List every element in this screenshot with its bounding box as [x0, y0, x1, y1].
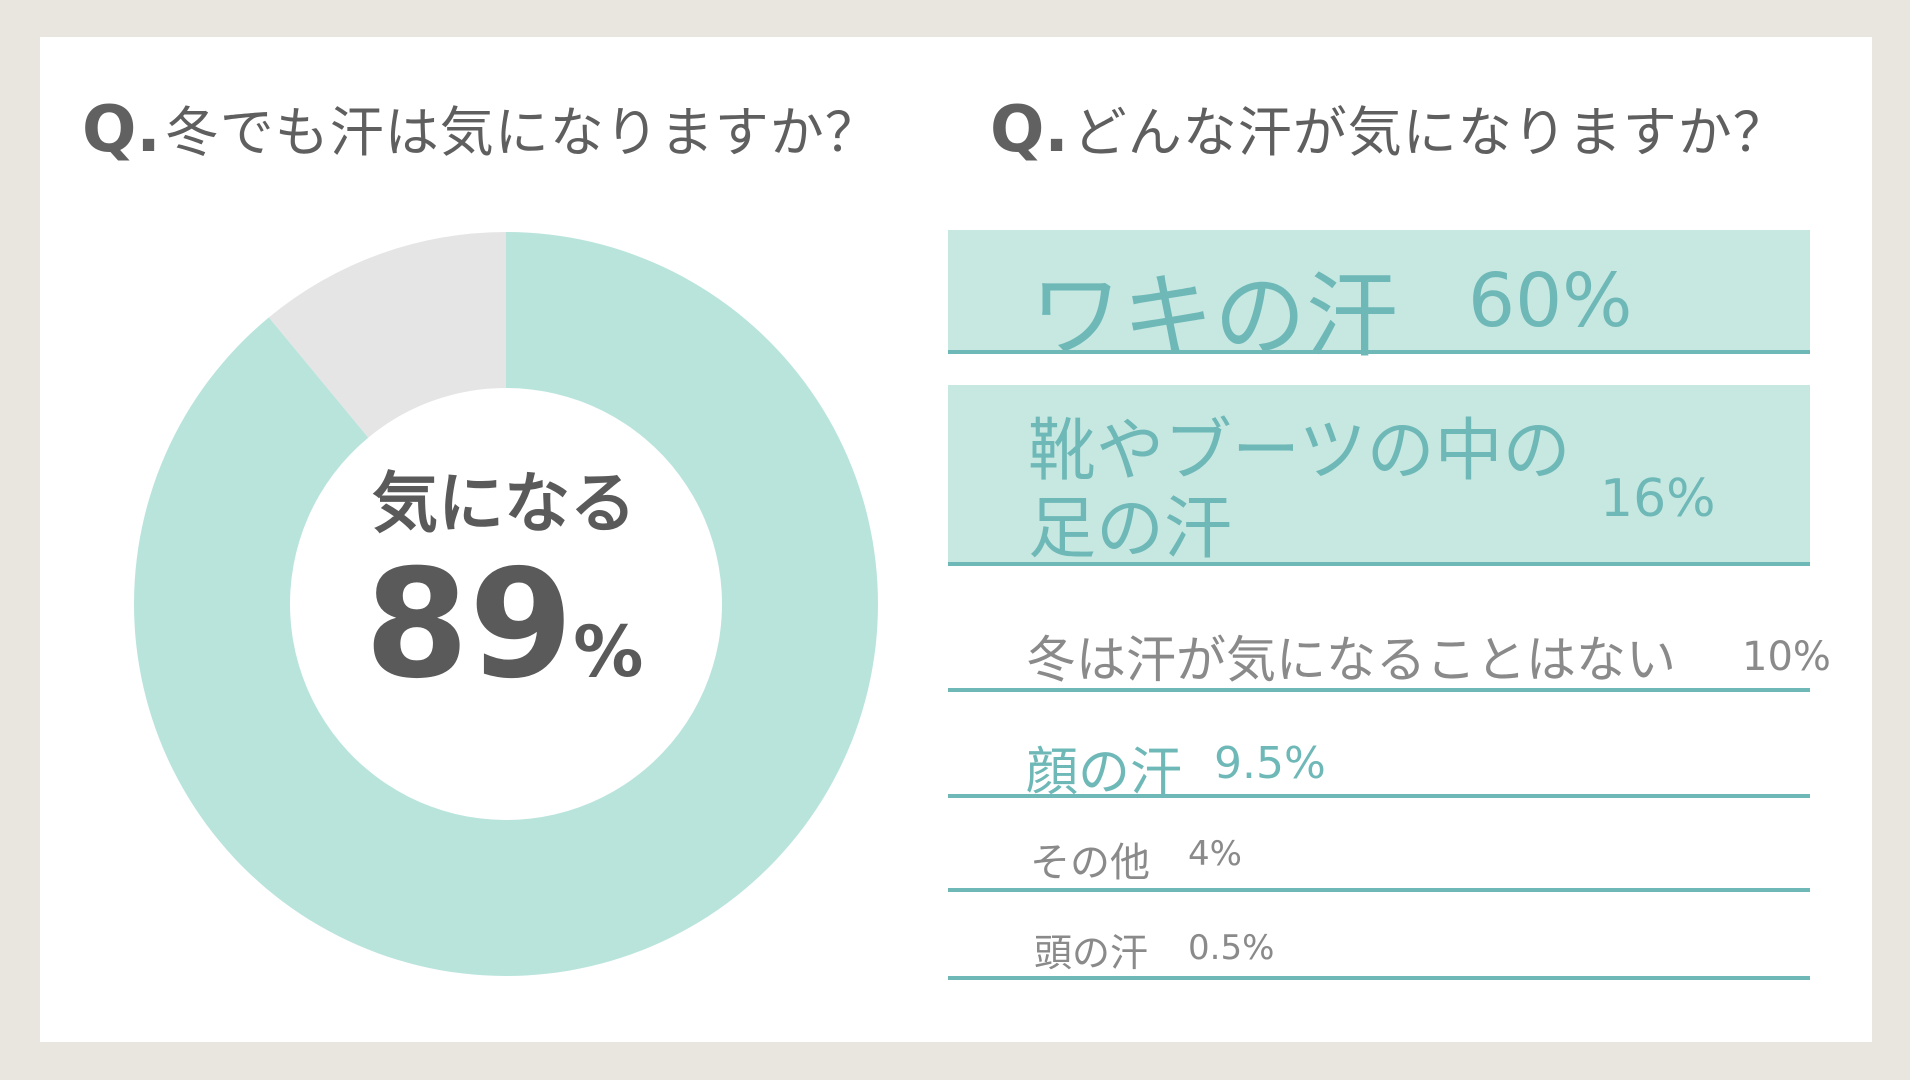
right-question-text: どんな汗が気になりますか？ — [1072, 101, 1788, 164]
rank-item-2: 靴やブーツの中の 足の汗 16% — [948, 385, 1810, 569]
rank-label-4: 顔の汗 — [1026, 743, 1183, 803]
rank-item-4: 顔の汗 9.5% — [948, 720, 1810, 803]
rank-value-1: 60% — [1468, 258, 1633, 344]
rank-value-2: 16% — [1600, 469, 1716, 529]
rank-label-6: 頭の汗 — [1034, 931, 1149, 975]
rank-label-1: ワキの汗 — [1030, 263, 1399, 370]
donut-slice-1 — [133, 232, 878, 976]
rank-item-1: ワキの汗 60% — [948, 230, 1810, 370]
rank-item-3: 冬は汗が気になることはない 10% — [948, 612, 1831, 692]
rank-item-6: 頭の汗 0.5% — [948, 912, 1810, 980]
rank-label-5: その他 — [1030, 840, 1150, 886]
rank-value-6: 0.5% — [1188, 928, 1275, 968]
right-question-title: Q.どんな汗が気になりますか？ — [990, 88, 1788, 167]
rank-label-2a: 靴やブーツの中の — [1028, 412, 1571, 491]
right-question-q: Q. — [990, 93, 1069, 167]
donut-center-label: 気になる — [372, 465, 636, 542]
donut-center-unit: % — [573, 611, 644, 693]
left-question-text: 冬でも汗は気になりますか？ — [164, 101, 880, 164]
rank-value-5: 4% — [1188, 834, 1242, 874]
rank-value-4: 9.5% — [1214, 738, 1326, 789]
left-question-title: Q.冬でも汗は気になりますか？ — [82, 88, 880, 167]
rank-label-2b: 足の汗 — [1028, 490, 1233, 569]
donut-center-number: 89 — [364, 538, 574, 712]
donut-slice-2 — [268, 232, 506, 438]
rank-item-5: その他 4% — [948, 818, 1810, 892]
left-question-q: Q. — [82, 93, 161, 167]
donut-center-value: 89% — [180, 550, 828, 700]
rank-value-3: 10% — [1742, 634, 1831, 680]
rank-label-3: 冬は汗が気になることはない — [1026, 631, 1676, 689]
